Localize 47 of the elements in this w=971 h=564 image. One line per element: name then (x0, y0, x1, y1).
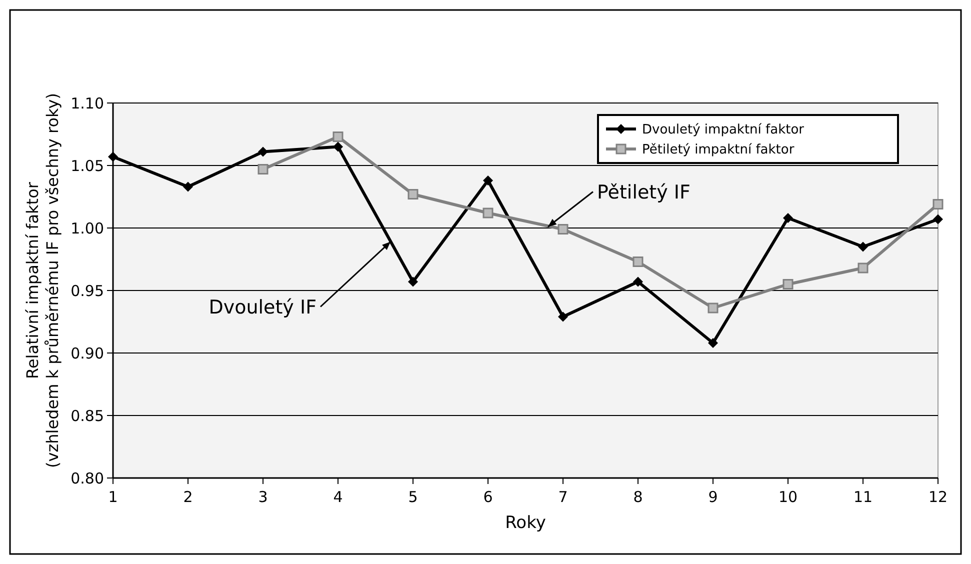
x-tick-label: 1 (108, 488, 118, 506)
point (183, 182, 193, 192)
point (708, 338, 718, 348)
point (558, 312, 568, 322)
point (483, 176, 493, 186)
annotation: Dvouletý IF (208, 296, 316, 318)
x-tick-label: 4 (333, 488, 343, 506)
annotation: Pětiletý IF (597, 181, 690, 204)
y-tick-label: 1.10 (70, 94, 104, 112)
x-tick-label: 10 (778, 488, 798, 506)
x-axis-title: Roky (505, 513, 546, 533)
y-tick-label: 0.80 (70, 469, 104, 488)
point (408, 276, 418, 287)
y-axis-title: Relativní impaktní faktor (vzhledem k průměrnému IF pro všechny roky) (23, 93, 62, 468)
y-tick-label: 0.90 (70, 344, 104, 362)
x-tick-label: 9 (708, 488, 718, 506)
x-tick-label: 3 (258, 488, 268, 506)
y-tick-label: 1.05 (70, 156, 104, 175)
point (558, 224, 568, 234)
x-tick-label: 5 (408, 488, 418, 506)
point (933, 214, 943, 224)
point (258, 146, 268, 157)
x-tick-label: 6 (483, 488, 493, 506)
point (408, 189, 418, 200)
point (708, 302, 718, 314)
point (258, 164, 268, 174)
point (482, 208, 494, 218)
legend-label: Pětiletý impaktní faktor (642, 142, 795, 158)
point (783, 213, 793, 223)
x-tick-label: 7 (558, 488, 568, 506)
point (782, 279, 794, 290)
point (858, 262, 868, 274)
y-tick-label: 0.85 (70, 406, 104, 425)
x-tick-label: 11 (853, 488, 873, 506)
point (858, 242, 868, 252)
legend-label: Dvouletý impaktní faktor (642, 122, 805, 138)
point (333, 142, 343, 152)
y-tick-label: 0.95 (70, 282, 104, 300)
x-tick-label: 2 (183, 488, 193, 506)
x-tick-label: 8 (633, 488, 643, 506)
point (633, 276, 643, 287)
point (332, 132, 344, 142)
x-tick-label: 12 (928, 488, 948, 506)
y-tick-label: 1.00 (70, 219, 104, 238)
point (108, 152, 118, 162)
point (932, 199, 944, 210)
point (632, 256, 644, 267)
